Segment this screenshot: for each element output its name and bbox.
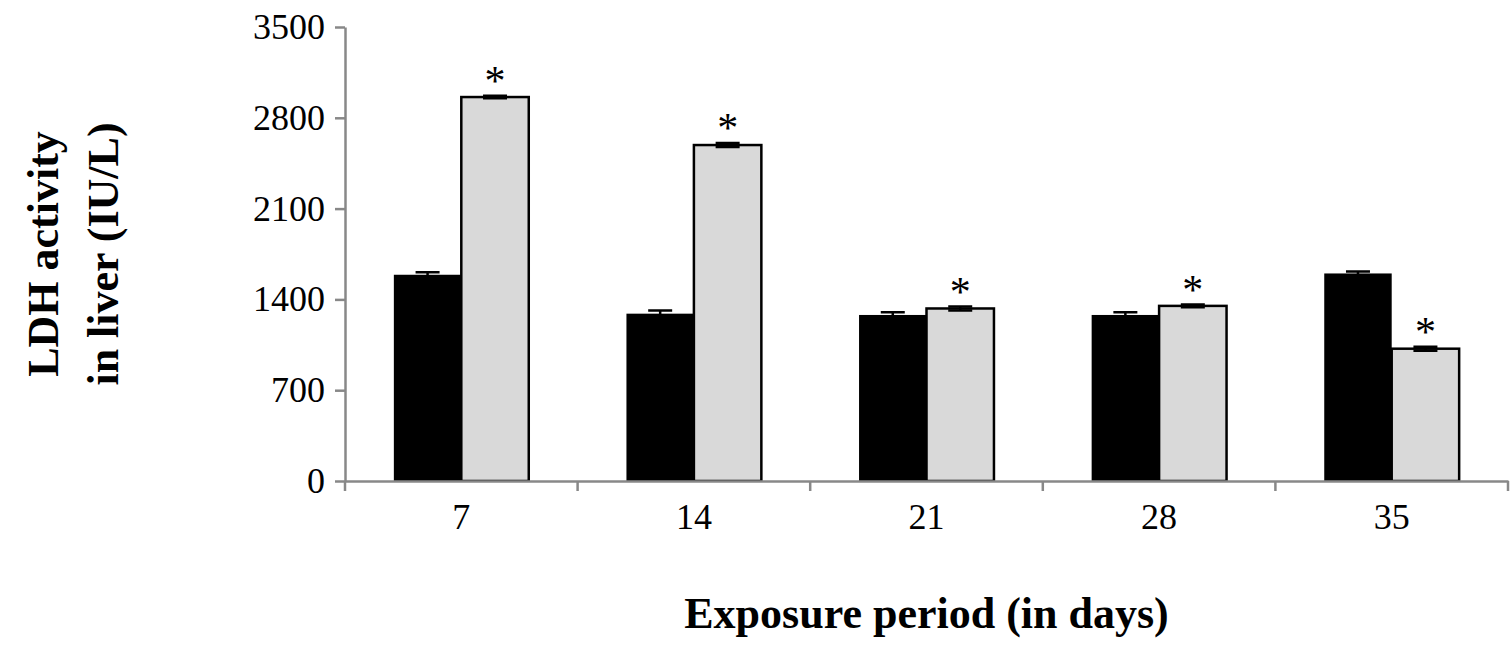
plot-area [394,96,1459,481]
y-axis-title: LDH activityin liver (IU/L) [19,122,128,385]
y-tick-mark [335,117,345,120]
significance-marker: * [717,105,738,151]
y-tick: 2100 [253,189,345,229]
x-tick-label: 7 [452,497,470,537]
bar [859,315,926,481]
x-separator [1507,481,1510,491]
y-tick-label: 1400 [253,279,325,319]
x-separator [576,481,579,491]
bar-series [394,273,1392,481]
y-tick-label: 2100 [253,189,325,229]
bar [1324,273,1391,481]
x-tick-label: 28 [1141,497,1177,537]
x-separator [344,481,347,491]
bar [394,275,461,481]
y-axis: 0 700 1400 2100 2800 3500 [253,7,346,501]
error-bars [483,96,1437,351]
x-axis: 7 14 21 28 35 [346,481,1509,537]
y-tick: 700 [271,370,345,410]
error-bar [648,310,672,316]
x-tick: 14 [676,481,712,537]
error-bar [416,272,440,277]
y-tick-mark [335,389,345,392]
x-tick: 21 [909,481,945,537]
x-separator [1042,481,1045,491]
significance-marker: * [950,269,971,315]
error-bar [881,312,905,317]
bar [1159,306,1226,481]
x-axis-title: Exposure period (in days) [684,589,1169,638]
y-tick-mark [335,26,345,29]
bar [694,145,761,481]
x-tick: 35 [1374,481,1410,537]
x-separators [345,481,1508,491]
y-tick: 3500 [253,7,345,47]
y-tick: 2800 [253,98,345,138]
y-tick-label: 3500 [253,7,325,47]
y-axis-line [344,28,347,482]
error-bar [1113,312,1137,317]
bar [461,97,528,481]
significance-marker: * [1182,267,1203,313]
x-separator [1274,481,1277,491]
x-tick: 28 [1141,481,1177,537]
x-tick-label: 21 [909,497,945,537]
error-bar [1346,272,1370,276]
y-tick-label: 0 [307,461,325,501]
bar-series [461,97,1459,481]
y-tick-mark [335,480,345,483]
x-separator [809,481,812,491]
significance-marker: * [485,58,506,104]
y-axis-title-line: in liver (IU/L) [79,122,128,385]
bar [1092,315,1159,481]
significance-marker: * [1415,309,1436,355]
y-tick: 1400 [253,279,345,319]
y-axis-title-line: LDH activity [19,131,68,377]
y-tick: 0 [307,461,345,501]
x-axis-line [346,480,1509,483]
y-tick-mark [335,208,345,211]
y-tick-mark [335,299,345,302]
x-tick-label: 35 [1374,497,1410,537]
bar [1392,349,1459,481]
bar [927,308,994,481]
chart: * * * * * 0 700 1400 2100 2800 3500 7 14 21 28 35 Exposu… [0,0,1510,650]
y-tick-label: 2800 [253,98,325,138]
y-tick-label: 700 [271,370,325,410]
annotations: * * * * * [485,58,1436,355]
x-tick-label: 14 [676,497,712,537]
bar [626,314,693,481]
x-tick: 7 [452,481,470,537]
